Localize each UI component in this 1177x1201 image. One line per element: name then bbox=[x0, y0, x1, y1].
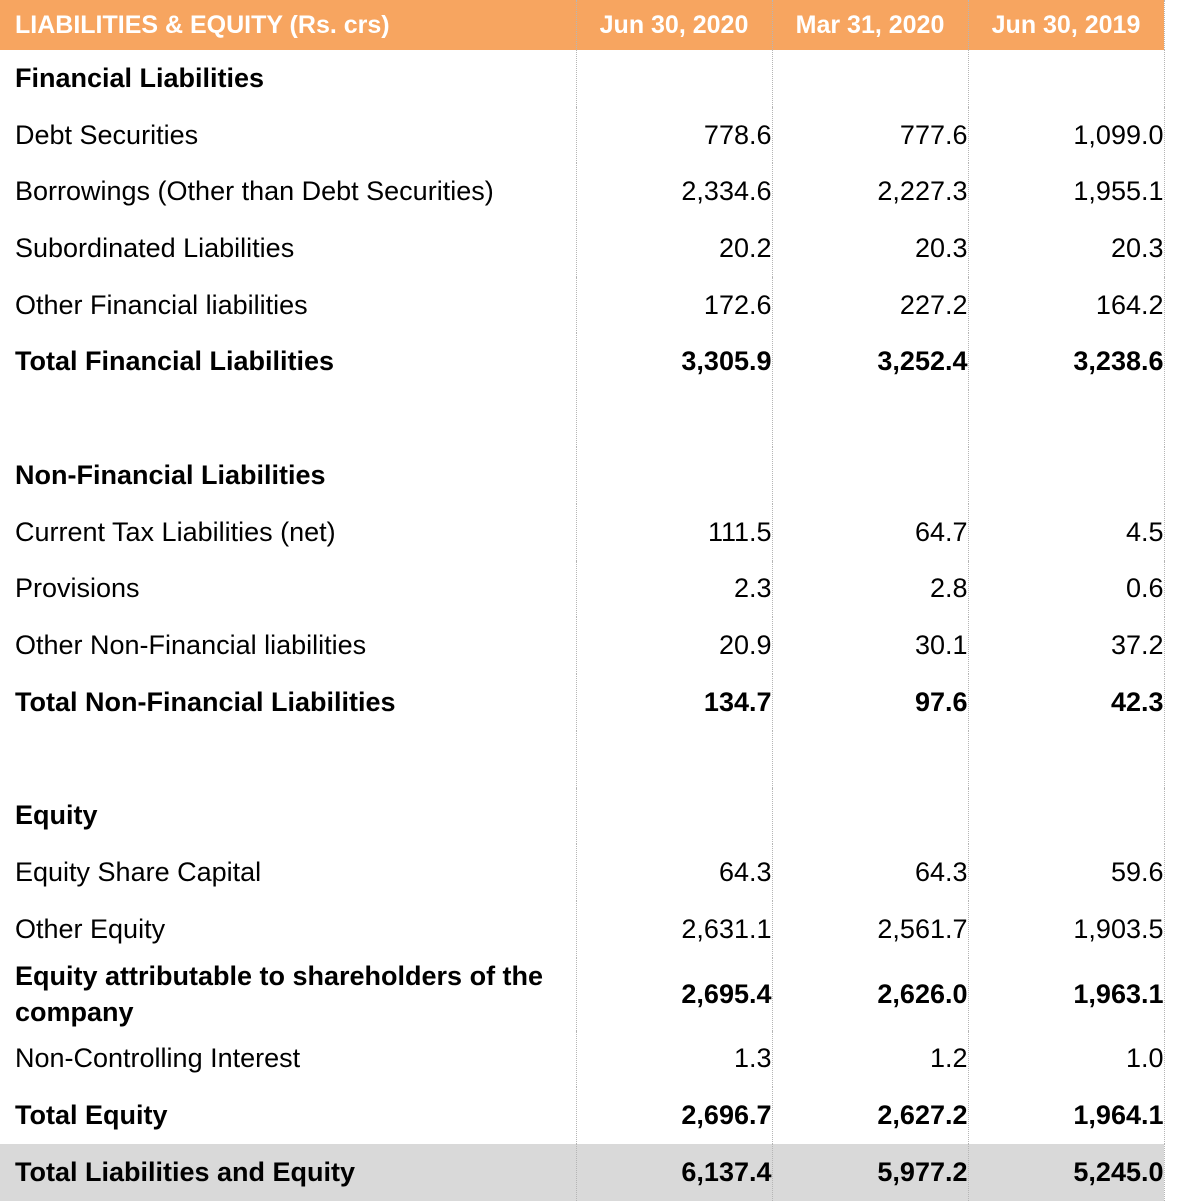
cell-value: 2,631.1 bbox=[575, 900, 772, 958]
cell-value: 2,561.7 bbox=[771, 900, 968, 958]
table-title: LIABILITIES & EQUITY (Rs. crs) bbox=[15, 10, 390, 39]
cell-value: 111.5 bbox=[575, 503, 772, 561]
cell-value: 2.8 bbox=[771, 560, 968, 618]
section-header-row: Equity bbox=[0, 787, 1165, 845]
subtotal-label: Equity attributable to shareholders of t… bbox=[15, 961, 544, 1028]
table-row: Equity Share Capital 64.3 64.3 59.6 bbox=[0, 844, 1165, 901]
total-value: 2,696.7 bbox=[575, 1087, 772, 1144]
cell-value: 1.3 bbox=[575, 1030, 772, 1088]
section-title-non-financial-liabilities: Non-Financial Liabilities bbox=[15, 459, 326, 490]
table-row: Current Tax Liabilities (net) 111.5 64.7… bbox=[0, 503, 1165, 561]
cell-value: 777.6 bbox=[771, 106, 968, 164]
total-value: 97.6 bbox=[771, 673, 968, 731]
total-value: 3,252.4 bbox=[771, 333, 968, 391]
table-row: Subordinated Liabilities 20.2 20.3 20.3 bbox=[0, 220, 1165, 277]
cell-value: 64.7 bbox=[771, 503, 968, 561]
cell-value: 2,227.3 bbox=[771, 163, 968, 221]
cell-value: 20.2 bbox=[575, 220, 772, 277]
row-label: Other Non-Financial liabilities bbox=[15, 630, 367, 661]
cell-value: 1.2 bbox=[771, 1030, 968, 1088]
column-header-jun-2019: Jun 30, 2019 bbox=[967, 0, 1165, 50]
row-label: Non-Controlling Interest bbox=[15, 1043, 301, 1074]
cell-value: 2.3 bbox=[575, 560, 772, 618]
table-row: Other Non-Financial liabilities 20.9 30.… bbox=[0, 617, 1165, 674]
total-value: 42.3 bbox=[967, 673, 1165, 731]
total-label: Total Non-Financial Liabilities bbox=[15, 686, 396, 717]
cell-value: 1,903.5 bbox=[967, 900, 1165, 958]
row-label: Borrowings (Other than Debt Securities) bbox=[15, 176, 494, 207]
cell-value: 59.6 bbox=[967, 844, 1165, 901]
subtotal-value: 2,626.0 bbox=[771, 957, 968, 1031]
cell-value: 4.5 bbox=[967, 503, 1165, 561]
table-header-row: LIABILITIES & EQUITY (Rs. crs) Jun 30, 2… bbox=[0, 0, 1165, 50]
total-label: Total Equity bbox=[15, 1100, 168, 1131]
total-row: Total Non-Financial Liabilities 134.7 97… bbox=[0, 673, 1165, 731]
table-row: Provisions 2.3 2.8 0.6 bbox=[0, 560, 1165, 618]
cell-value: 64.3 bbox=[575, 844, 772, 901]
grand-total-value: 5,245.0 bbox=[967, 1144, 1165, 1201]
table-row: Debt Securities 778.6 777.6 1,099.0 bbox=[0, 106, 1165, 164]
cell-value: 227.2 bbox=[771, 276, 968, 334]
cell-value: 37.2 bbox=[967, 617, 1165, 674]
table-row: Borrowings (Other than Debt Securities) … bbox=[0, 163, 1165, 221]
cell-value: 1,099.0 bbox=[967, 106, 1165, 164]
total-value: 1,964.1 bbox=[967, 1087, 1165, 1144]
total-row: Total Equity 2,696.7 2,627.2 1,964.1 bbox=[0, 1087, 1165, 1144]
grand-total-row: Total Liabilities and Equity 6,137.4 5,9… bbox=[0, 1144, 1165, 1201]
total-value: 3,238.6 bbox=[967, 333, 1165, 391]
total-value: 2,627.2 bbox=[771, 1087, 968, 1144]
section-header-row: Financial Liabilities bbox=[0, 50, 1165, 107]
row-label: Debt Securities bbox=[15, 119, 199, 150]
cell-value: 30.1 bbox=[771, 617, 968, 674]
total-row: Total Financial Liabilities 3,305.9 3,25… bbox=[0, 333, 1165, 391]
cell-value: 778.6 bbox=[575, 106, 772, 164]
section-header-row: Non-Financial Liabilities bbox=[0, 447, 1165, 504]
cell-value: 20.9 bbox=[575, 617, 772, 674]
grand-total-label: Total Liabilities and Equity bbox=[15, 1157, 356, 1187]
spacer-row bbox=[0, 390, 1165, 448]
spacer-row bbox=[0, 730, 1165, 788]
subtotal-row: Equity attributable to shareholders of t… bbox=[0, 957, 1165, 1031]
row-label: Current Tax Liabilities (net) bbox=[15, 516, 336, 547]
cell-value: 172.6 bbox=[575, 276, 772, 334]
total-value: 3,305.9 bbox=[575, 333, 772, 391]
row-label: Provisions bbox=[15, 573, 140, 604]
cell-value: 1.0 bbox=[967, 1030, 1165, 1088]
grand-total-value: 5,977.2 bbox=[771, 1144, 968, 1201]
cell-value: 64.3 bbox=[771, 844, 968, 901]
cell-value: 20.3 bbox=[771, 220, 968, 277]
cell-value: 1,955.1 bbox=[967, 163, 1165, 221]
column-header-mar-2020: Mar 31, 2020 bbox=[771, 0, 968, 50]
row-label: Other Financial liabilities bbox=[15, 289, 308, 320]
subtotal-value: 2,695.4 bbox=[575, 957, 772, 1031]
section-title-financial-liabilities: Financial Liabilities bbox=[15, 62, 265, 93]
cell-value: 2,334.6 bbox=[575, 163, 772, 221]
row-label: Equity Share Capital bbox=[15, 857, 262, 888]
section-title-equity: Equity bbox=[15, 800, 98, 831]
subtotal-value: 1,963.1 bbox=[967, 957, 1165, 1031]
row-label: Other Equity bbox=[15, 913, 166, 944]
cell-value: 0.6 bbox=[967, 560, 1165, 618]
total-value: 134.7 bbox=[575, 673, 772, 731]
cell-value: 164.2 bbox=[967, 276, 1165, 334]
table-row: Other Financial liabilities 172.6 227.2 … bbox=[0, 276, 1165, 334]
table-row: Non-Controlling Interest 1.3 1.2 1.0 bbox=[0, 1030, 1165, 1088]
column-header-jun-2020: Jun 30, 2020 bbox=[575, 0, 772, 50]
table-row: Other Equity 2,631.1 2,561.7 1,903.5 bbox=[0, 900, 1165, 958]
row-label: Subordinated Liabilities bbox=[15, 232, 295, 263]
cell-value: 20.3 bbox=[967, 220, 1165, 277]
grand-total-value: 6,137.4 bbox=[575, 1144, 772, 1201]
total-label: Total Financial Liabilities bbox=[15, 346, 335, 377]
